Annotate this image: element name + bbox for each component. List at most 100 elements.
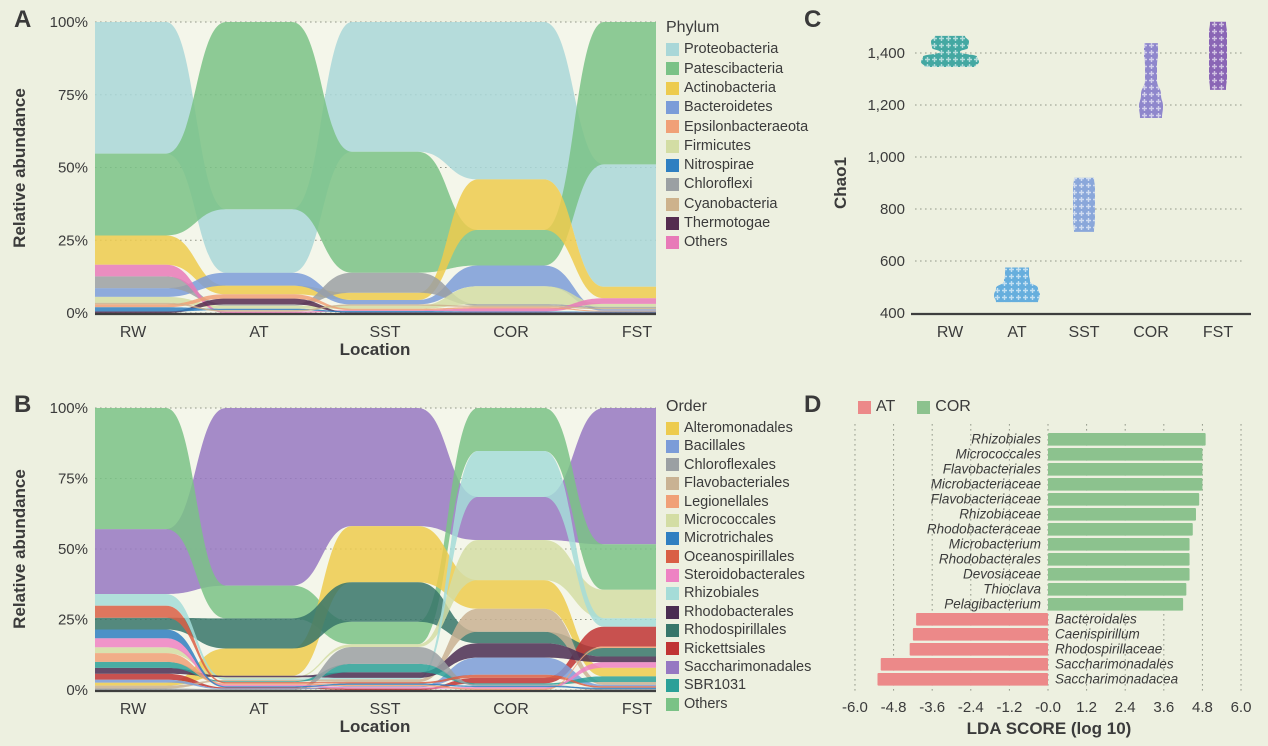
- bar-label-Devosiaceae: Devosiaceae: [963, 567, 1041, 582]
- legend-label: Proteobacteria: [684, 41, 779, 58]
- legend-swatch-Actinobacteria: [666, 81, 679, 95]
- bar-Micrococcales: [1048, 448, 1203, 461]
- legend-label: Alteromonadales: [684, 419, 793, 436]
- panel-c-label: C: [804, 6, 822, 33]
- legend-item-Nitrospirae: Nitrospirae: [666, 156, 808, 175]
- x-tick: 2.4: [1115, 699, 1136, 716]
- bar-Rhizobiaceae: [1048, 508, 1196, 521]
- legend-swatch-Nitrospirae: [666, 158, 679, 172]
- panel-a-y-axis-title: Relative abundance: [10, 88, 29, 248]
- bar-Saccharimonadacea: [877, 673, 1048, 686]
- x-tick: 1.2: [1076, 699, 1097, 716]
- x-tick: -2.4: [958, 699, 984, 716]
- order-legend: Order Alteromonadales Bacillales Chlorofle…: [666, 399, 811, 713]
- y-tick: 0%: [66, 305, 88, 322]
- legend-label: Epsilonbacteraeota: [684, 118, 809, 135]
- flow-Firmicutes: [95, 286, 670, 309]
- legend-swatch-SBR1031: [666, 679, 679, 693]
- legend-label: Oceanospirillales: [684, 548, 795, 565]
- legend-label: Actinobacteria: [684, 79, 776, 96]
- legend-item-Flavobacteriales: Flavobacteriales: [666, 474, 811, 492]
- legend-label: Chloroflexi: [684, 176, 753, 193]
- legend-item-Rhizobiales: Rhizobiales: [666, 585, 811, 603]
- bar-Rhizobiales: [1048, 433, 1206, 446]
- legend-swatch-Proteobacteria: [666, 43, 679, 57]
- legend-swatch-Rhodobacterales: [666, 605, 679, 619]
- legend-label: Micrococcales: [684, 511, 776, 528]
- bar-label-Caenispirillum: Caenispirillum: [1055, 627, 1140, 642]
- x-tick-RW: RW: [120, 701, 147, 718]
- x-tick: 4.8: [1192, 699, 1213, 716]
- bar-label-Rhizobiales: Rhizobiales: [971, 432, 1041, 447]
- flow-Chloroflexales: [95, 647, 670, 690]
- x-tick-AT: AT: [1007, 324, 1026, 341]
- legend-item-Micrococcales: Micrococcales: [666, 511, 811, 529]
- y-tick: 25%: [58, 232, 88, 249]
- y-tick: 1,200: [867, 97, 905, 114]
- x-tick-FST: FST: [622, 324, 652, 341]
- legend-item-Patescibacteria: Patescibacteria: [666, 59, 808, 78]
- legend-swatch-Firmicutes: [666, 139, 679, 153]
- legend-item-Rickettsiales: Rickettsiales: [666, 640, 811, 658]
- flow-Others: [95, 264, 670, 313]
- flow-Microtrichales: [95, 629, 670, 690]
- flow-Cyanobacteria: [95, 302, 670, 312]
- x-tick-COR: COR: [493, 701, 529, 718]
- flow-SBR1031: [95, 661, 670, 685]
- violin-pattern-SST: [1073, 177, 1095, 232]
- bar-label-Flavobacteriales: Flavobacteriales: [943, 462, 1042, 477]
- flow-Patescibacteria: [95, 22, 670, 273]
- legend-item-Bacillales: Bacillales: [666, 437, 811, 455]
- y-tick: 1,400: [867, 45, 905, 62]
- lda-legend-item-AT: AT: [858, 398, 895, 416]
- flow-Bacteroidetes: [95, 265, 670, 311]
- x-tick: 6.0: [1231, 699, 1252, 716]
- legend-swatch-Cyanobacteria: [666, 197, 679, 211]
- legend-item-Oceanospirillales: Oceanospirillales: [666, 548, 811, 566]
- bar-Rhodobacterales: [1048, 553, 1190, 566]
- flow-Others: [95, 408, 670, 645]
- legend-label: COR: [935, 398, 971, 415]
- bar-label-Micrococcales: Micrococcales: [955, 447, 1041, 462]
- legend-swatch-Oceanospirillales: [666, 550, 679, 564]
- panel-d-x-axis-title: LDA SCORE (log 10): [966, 719, 1132, 738]
- y-tick: 75%: [58, 471, 88, 488]
- bar-label-Flavobacteriaceae: Flavobacteriaceae: [931, 492, 1041, 507]
- legend-swatch-Others: [666, 236, 679, 250]
- flow-Chloroflexi: [95, 272, 670, 308]
- legend-swatch-COR: [917, 400, 931, 414]
- flow-Proteobacteria: [95, 22, 670, 287]
- legend-item-SBR1031: SBR1031: [666, 676, 811, 694]
- legend-item-Alteromonadales: Alteromonadales: [666, 419, 811, 437]
- flow-Bacillales: [95, 657, 670, 690]
- flow-Micrococcales: [95, 540, 670, 679]
- x-tick: -6.0: [842, 699, 868, 716]
- legend-label: Rhodospirillales: [684, 622, 787, 639]
- legend-label: Firmicutes: [684, 137, 751, 154]
- panel-d-label: D: [804, 391, 822, 418]
- legend-label: Steroidobacterales: [684, 567, 805, 584]
- flow-Saccharimonadales: [95, 408, 670, 594]
- bar-Microbacterium: [1048, 538, 1190, 551]
- violin-pattern-FST: [1209, 21, 1227, 90]
- x-tick-AT: AT: [249, 324, 268, 341]
- legend-swatch-Rhodospirillales: [666, 623, 679, 637]
- legend-item-Thermotogae: Thermotogae: [666, 214, 808, 233]
- x-tick-AT: AT: [249, 701, 268, 718]
- legend-item-Actinobacteria: Actinobacteria: [666, 79, 808, 98]
- legend-swatch-Patescibacteria: [666, 62, 679, 76]
- order-legend-title: Order: [666, 398, 707, 415]
- x-tick: -1.2: [996, 699, 1022, 716]
- x-tick-SST: SST: [369, 324, 400, 341]
- legend-swatch-Others: [666, 697, 679, 711]
- legend-swatch-Steroidobacterales: [666, 568, 679, 582]
- x-tick-SST: SST: [369, 701, 400, 718]
- bar-label-Bacteroidales: Bacteroidales: [1055, 612, 1137, 627]
- y-tick: 50%: [58, 160, 88, 177]
- bar-label-Rhodobacteraceae: Rhodobacteraceae: [927, 522, 1041, 537]
- bar-Bacteroidales: [916, 613, 1048, 626]
- violin-pattern-COR: [1139, 43, 1163, 119]
- y-tick: 1,000: [867, 149, 905, 166]
- lda-group-legend: AT COR: [858, 398, 971, 416]
- y-tick: 100%: [50, 14, 88, 31]
